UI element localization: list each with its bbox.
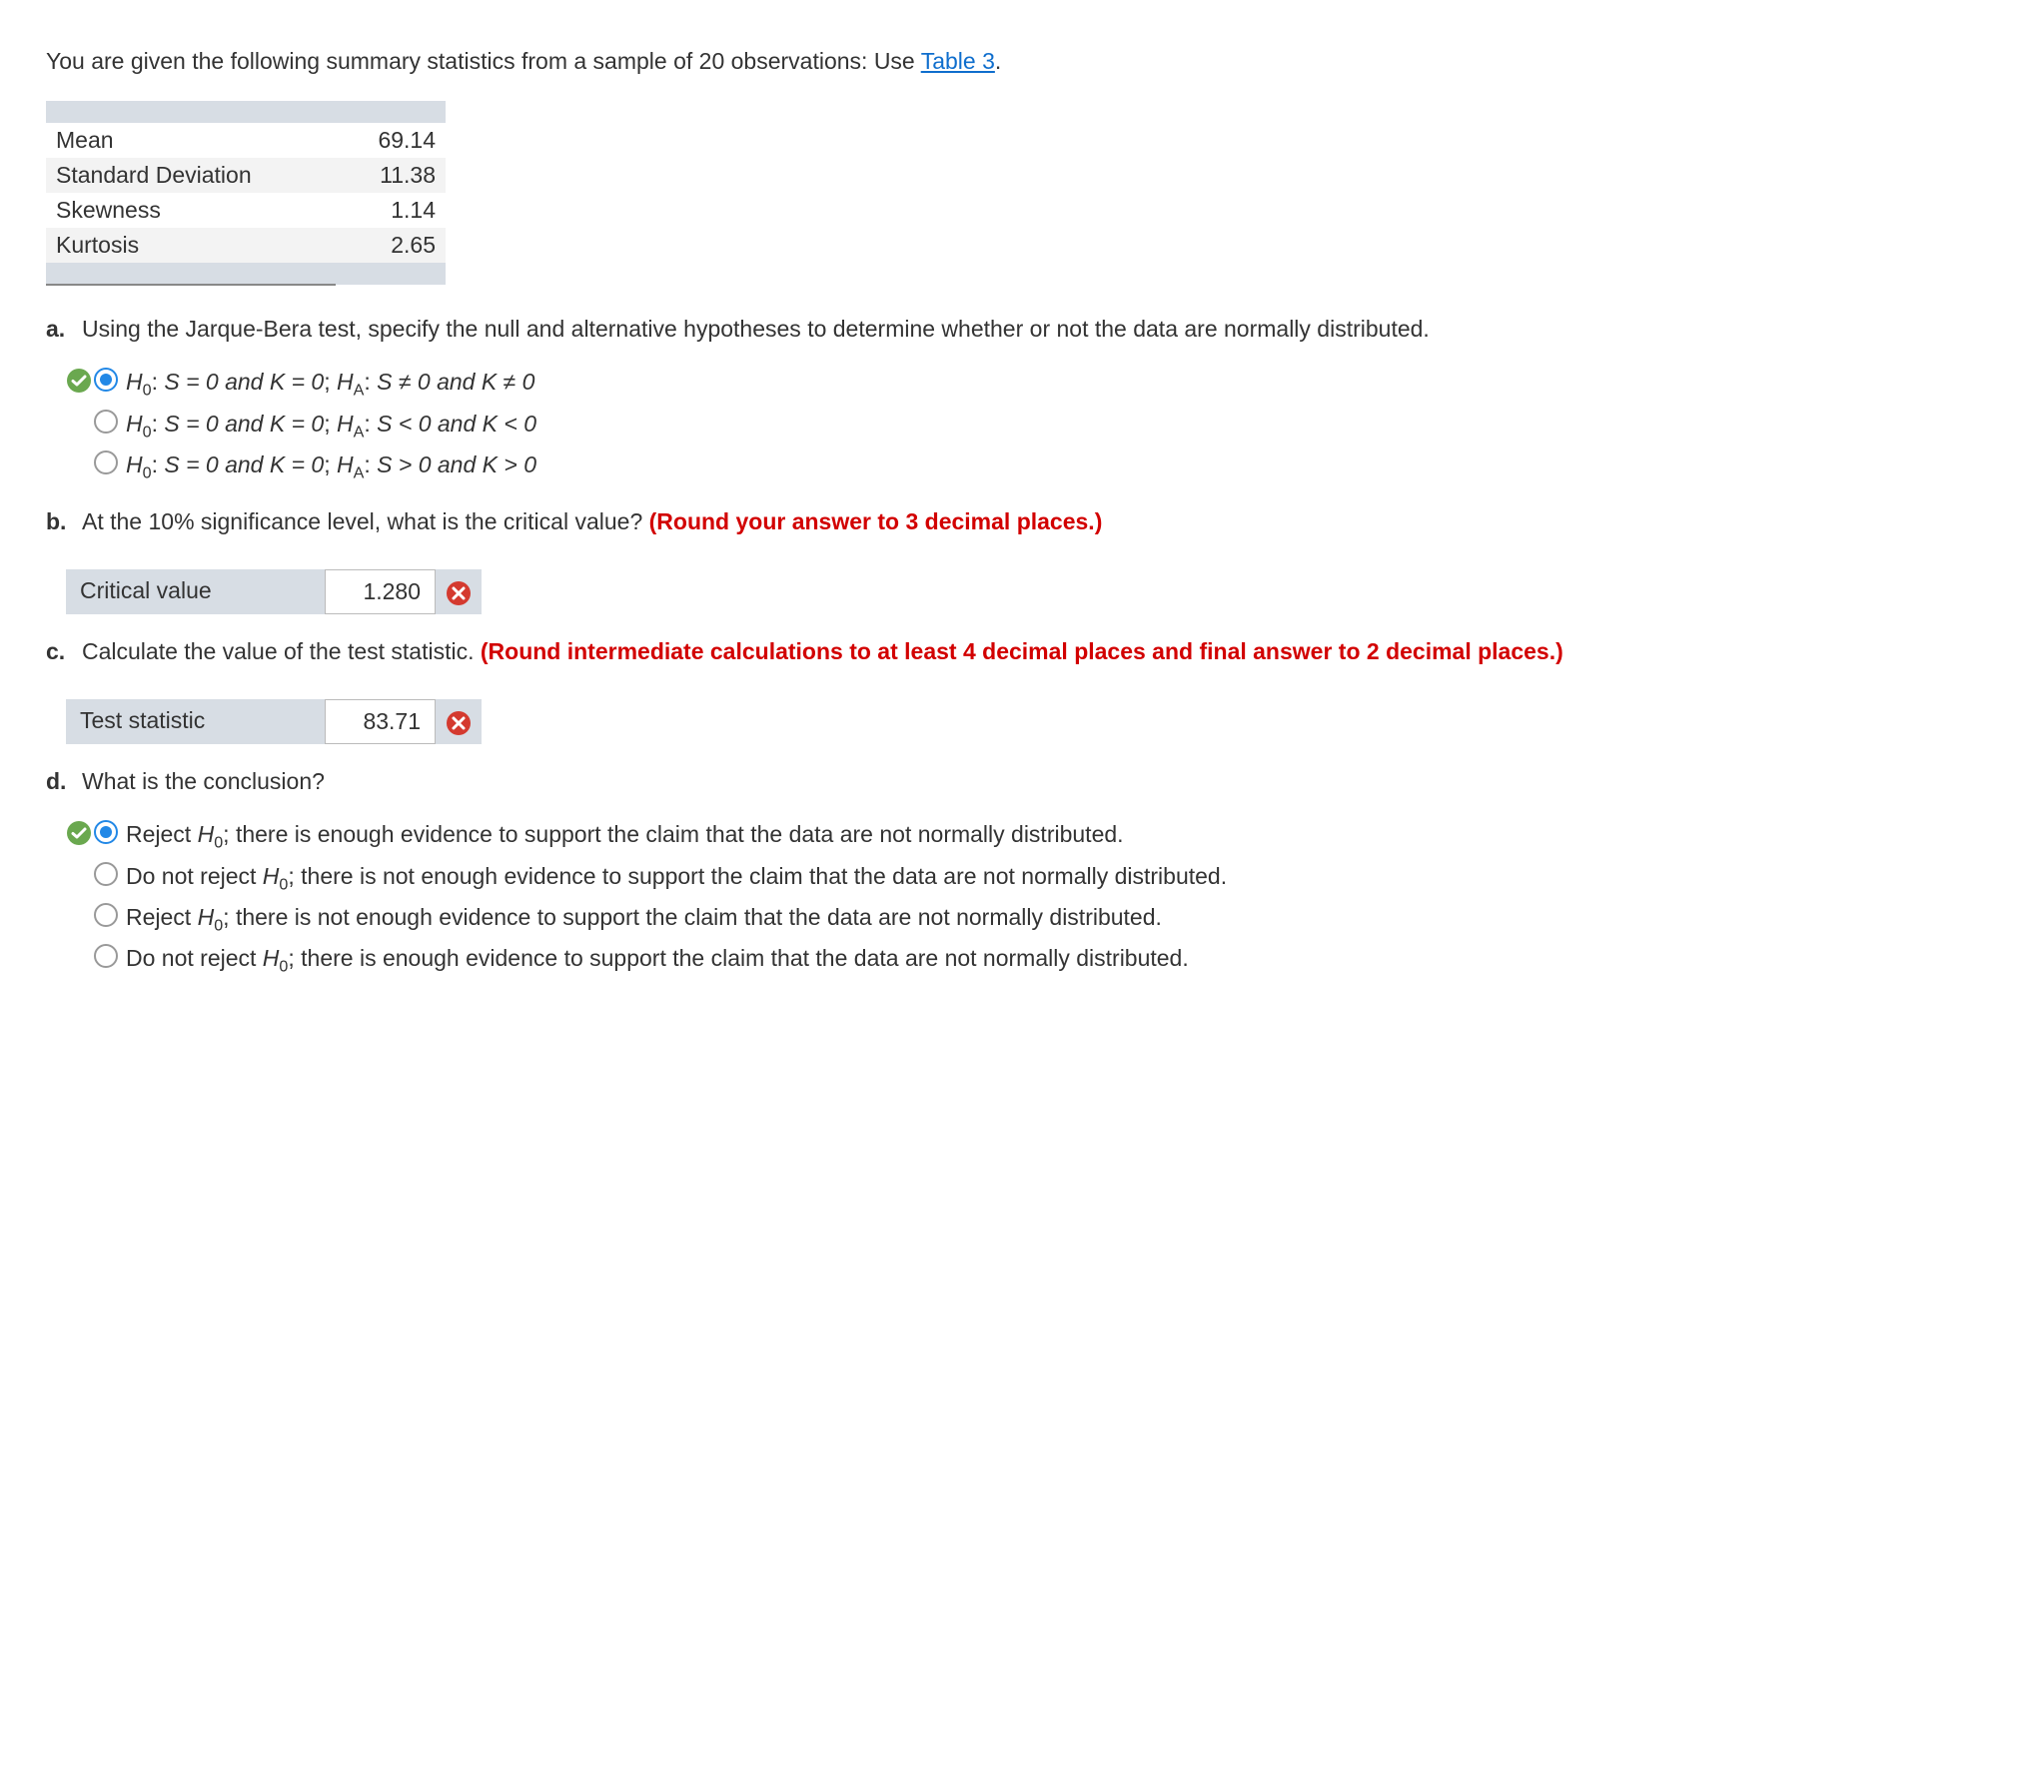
conclusion-option[interactable]: Do not reject H0; there is enough eviden…	[66, 941, 1998, 978]
part-a: a. Using the Jarque-Bera test, specify t…	[46, 314, 1998, 345]
conclusion-option[interactable]: Reject H0; there is not enough evidence …	[66, 900, 1998, 937]
part-c-prompt-red: (Round intermediate calculations to at l…	[481, 638, 1563, 664]
stats-row: Kurtosis2.65	[46, 228, 446, 263]
test-statistic-status	[436, 699, 482, 744]
critical-value-input[interactable]: 1.280	[326, 569, 436, 614]
option-text: H0: S = 0 and K = 0; HA: S < 0 and K < 0	[126, 407, 536, 444]
status-blank	[66, 410, 92, 436]
part-d-prompt: What is the conclusion?	[82, 768, 325, 794]
stats-label: Standard Deviation	[46, 158, 336, 193]
intro-text: You are given the following summary stat…	[46, 46, 1998, 77]
radio-button[interactable]	[94, 450, 118, 474]
hypothesis-option[interactable]: H0: S = 0 and K = 0; HA: S > 0 and K > 0	[66, 448, 1998, 484]
status-blank	[66, 903, 92, 929]
option-text: Reject H0; there is not enough evidence …	[126, 900, 1162, 937]
radio-button[interactable]	[94, 410, 118, 434]
test-statistic-label: Test statistic	[66, 699, 326, 744]
part-b-prompt-plain: At the 10% significance level, what is t…	[82, 508, 649, 534]
option-text: H0: S = 0 and K = 0; HA: S ≠ 0 and K ≠ 0	[126, 365, 534, 402]
check-icon	[66, 368, 92, 394]
part-d-options: Reject H0; there is enough evidence to s…	[66, 817, 1998, 978]
critical-value-status	[436, 569, 482, 614]
cross-icon	[446, 580, 472, 606]
conclusion-option[interactable]: Reject H0; there is enough evidence to s…	[66, 817, 1998, 854]
part-a-prompt: Using the Jarque-Bera test, specify the …	[82, 314, 1998, 345]
intro-suffix: .	[995, 48, 1001, 74]
summary-stats-table: Mean69.14Standard Deviation11.38Skewness…	[46, 101, 446, 286]
option-text: Do not reject H0; there is not enough ev…	[126, 859, 1227, 896]
status-blank	[66, 944, 92, 970]
radio-button[interactable]	[94, 903, 118, 927]
part-b: b. At the 10% significance level, what i…	[46, 506, 1998, 537]
option-text: Reject H0; there is enough evidence to s…	[126, 817, 1124, 854]
check-icon	[66, 820, 92, 846]
hypothesis-option[interactable]: H0: S = 0 and K = 0; HA: S < 0 and K < 0	[66, 407, 1998, 444]
stats-label: Skewness	[46, 193, 336, 228]
conclusion-option[interactable]: Do not reject H0; there is not enough ev…	[66, 859, 1998, 896]
option-text: Do not reject H0; there is enough eviden…	[126, 941, 1189, 978]
critical-value-answer: Critical value 1.280	[66, 569, 482, 614]
stats-row: Standard Deviation11.38	[46, 158, 446, 193]
part-d: d. What is the conclusion?	[46, 766, 1998, 797]
part-a-options: H0: S = 0 and K = 0; HA: S ≠ 0 and K ≠ 0…	[66, 365, 1998, 484]
radio-button[interactable]	[94, 862, 118, 886]
stats-value: 1.14	[336, 193, 446, 228]
part-c: c. Calculate the value of the test stati…	[46, 636, 1998, 667]
stats-value: 11.38	[336, 158, 446, 193]
test-statistic-answer: Test statistic 83.71	[66, 699, 482, 744]
part-d-marker: d.	[46, 766, 82, 797]
radio-button[interactable]	[94, 368, 118, 392]
intro-prefix: You are given the following summary stat…	[46, 48, 921, 74]
part-a-marker: a.	[46, 314, 82, 345]
radio-button[interactable]	[94, 820, 118, 844]
stats-value: 69.14	[336, 123, 446, 158]
table-link[interactable]: Table 3	[921, 48, 995, 74]
part-b-prompt-red: (Round your answer to 3 decimal places.)	[649, 508, 1103, 534]
part-c-prompt-plain: Calculate the value of the test statisti…	[82, 638, 481, 664]
test-statistic-input[interactable]: 83.71	[326, 699, 436, 744]
stats-row: Skewness1.14	[46, 193, 446, 228]
stats-row: Mean69.14	[46, 123, 446, 158]
stats-label: Kurtosis	[46, 228, 336, 263]
critical-value-label: Critical value	[66, 569, 326, 614]
status-blank	[66, 450, 92, 476]
option-text: H0: S = 0 and K = 0; HA: S > 0 and K > 0	[126, 448, 536, 484]
cross-icon	[446, 710, 472, 736]
stats-label: Mean	[46, 123, 336, 158]
hypothesis-option[interactable]: H0: S = 0 and K = 0; HA: S ≠ 0 and K ≠ 0	[66, 365, 1998, 402]
radio-button[interactable]	[94, 944, 118, 968]
stats-value: 2.65	[336, 228, 446, 263]
part-c-marker: c.	[46, 636, 82, 667]
status-blank	[66, 862, 92, 888]
part-b-marker: b.	[46, 506, 82, 537]
